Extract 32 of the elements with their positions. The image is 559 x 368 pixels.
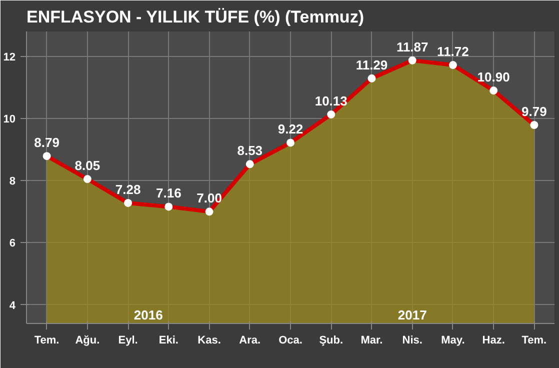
x-tick-label: Şub. [319,334,344,346]
x-tick-label: Oca. [278,334,302,346]
chart-title: ENFLASYON - YILLIK TÜFE (%) (Temmuz) [26,8,364,26]
text: 9.22 [278,122,304,137]
text: 8.05 [74,158,100,174]
text: 11.29 [356,57,388,72]
x-tick-label: Ağu. [75,334,100,346]
x-tick-label: Eyl. [118,334,138,346]
text: 11.87 [396,39,428,54]
text: 7.16 [156,186,182,201]
x-tick-label: Ara. [239,334,261,346]
text: 9.79 [522,104,547,119]
y-tick-label: 10 [3,113,16,126]
x-tick-label: May. [441,334,465,346]
x-tick-label: Haz. [482,334,505,346]
y-tick-label: 4 [9,300,16,312]
text: 7.28 [115,182,141,197]
y-tick-label: 6 [9,238,16,250]
text: 8.79 [34,135,60,150]
x-tick-label: Tem. [34,334,60,346]
x-tick-label: Mar. [360,334,383,346]
annotation: 2017 [398,308,427,322]
text: 10.90 [477,70,510,85]
x-tick-label: Nis. [402,334,422,346]
annotation: 2016 [134,308,163,322]
text: 8.53 [237,143,263,158]
x-tick-label: Tem. [522,334,547,346]
x-tick-label: Kas. [198,334,221,346]
y-tick-label: 12 [3,51,16,64]
text: 11.72 [437,44,469,60]
y-tick-label: 8 [9,176,16,188]
x-tick-label: Eki. [158,334,178,346]
